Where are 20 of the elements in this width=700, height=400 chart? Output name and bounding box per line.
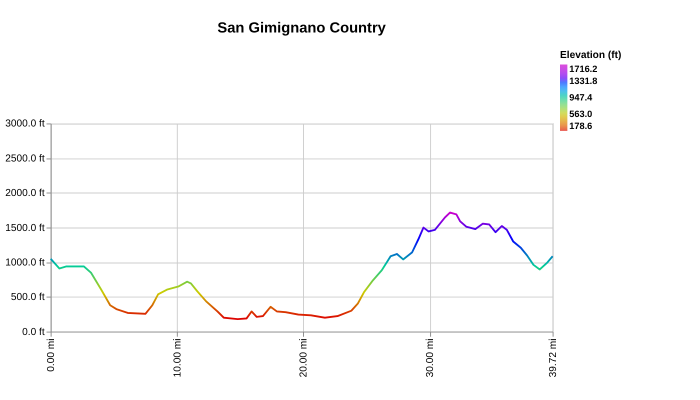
x-tick-label: 39.72 mi xyxy=(548,338,559,378)
x-tick-label: 30.00 mi xyxy=(425,338,436,378)
x-tick-label: 20.00 mi xyxy=(298,338,310,378)
x-tick-label: 10.00 mi xyxy=(172,338,184,378)
x-tick-label: 0.00 mi xyxy=(46,338,57,372)
y-tick-label: 3000.0 ft xyxy=(5,118,45,130)
color-bar-label: 947.4 xyxy=(569,92,594,102)
color-bar-label: 563.0 xyxy=(569,109,592,120)
y-tick-label: 1000.0 ft xyxy=(5,257,45,268)
color-bar-title: Elevation (ft) xyxy=(560,50,622,62)
line-series xyxy=(50,212,554,320)
y-tick-label: 2000.0 ft xyxy=(5,188,45,200)
y-tick-label: 2500.0 ft xyxy=(5,153,45,164)
color-bar-label: 178.6 xyxy=(569,121,592,131)
chart-title: San Gimignano Country xyxy=(217,20,387,36)
y-tick-label: 0.0 ft xyxy=(22,326,45,338)
y-tick-label: 1500.0 ft xyxy=(5,222,45,234)
y-tick-label: 500.0 ft xyxy=(10,292,45,304)
color-bar-label: 1331.8 xyxy=(569,76,598,86)
color-bar-label: 1716.2 xyxy=(569,64,598,74)
